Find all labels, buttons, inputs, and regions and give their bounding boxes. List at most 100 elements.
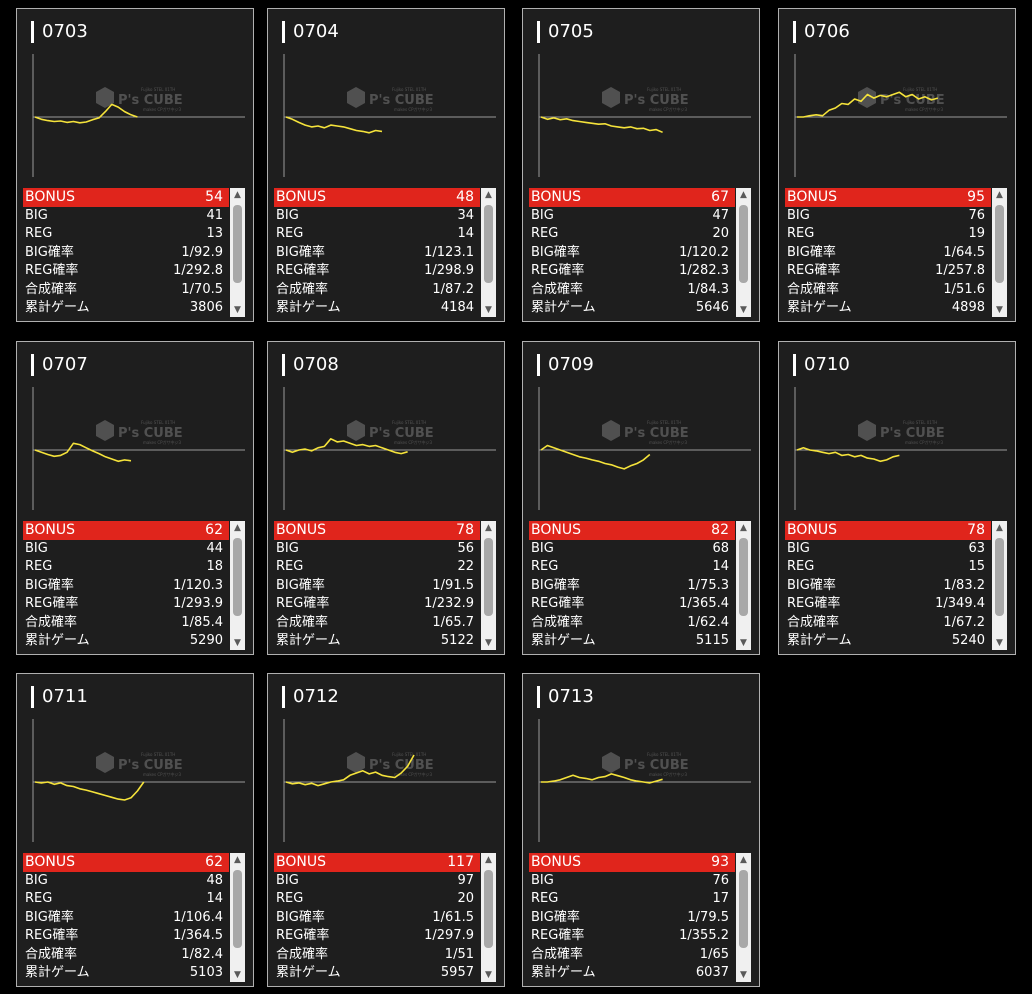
stat-value: 1/123.1 [424,244,474,260]
machine-card-0713[interactable]: 0713 P's CUBE Fujiko STEL 01TH makes CPガサ中ジ… [522,673,760,987]
stat-row-reg-rate: REG確率 1/349.4 [785,595,991,614]
scroll-thumb[interactable] [484,205,493,283]
machine-card-0709[interactable]: 0709 P's CUBE Fujiko STEL 01TH makes CPガサ中ジ… [522,341,760,655]
stat-value: 1/65 [699,946,729,962]
machine-card-0711[interactable]: 0711 P's CUBE Fujiko STEL 01TH makes CPガサ中ジ… [16,673,254,987]
stat-row-reg: REG 18 [23,558,229,577]
stat-label: BIG確率 [531,909,580,925]
stats-scrollbar[interactable]: ▲ ▼ [481,188,496,317]
scroll-thumb[interactable] [233,870,242,948]
scroll-down-icon[interactable]: ▼ [485,305,492,315]
scroll-thumb[interactable] [233,538,242,616]
stat-label: BONUS [531,854,581,870]
scroll-down-icon[interactable]: ▼ [996,638,1003,648]
watermark-top-line: Fujiko STEL 01TH [141,87,175,92]
scroll-up-icon[interactable]: ▲ [234,190,241,200]
stat-label: BIG [25,540,48,556]
scroll-down-icon[interactable]: ▼ [234,638,241,648]
machine-number: 0708 [282,354,339,376]
scroll-up-icon[interactable]: ▲ [996,523,1003,533]
scroll-up-icon[interactable]: ▲ [485,523,492,533]
stats-scrollbar[interactable]: ▲ ▼ [992,521,1007,650]
watermark-top-line: Fujiko STEL 01TH [647,752,681,757]
scroll-thumb[interactable] [995,205,1004,283]
stats-scrollbar[interactable]: ▲ ▼ [230,853,245,982]
stat-value: 1/61.5 [432,909,474,925]
scroll-thumb[interactable] [995,538,1004,616]
stats-scrollbar[interactable]: ▲ ▼ [230,188,245,317]
stat-row-big-rate: BIG確率 1/92.9 [23,244,229,263]
stat-label: REG確率 [276,928,330,943]
stats-scrollbar[interactable]: ▲ ▼ [992,188,1007,317]
machine-card-0712[interactable]: 0712 P's CUBE Fujiko STEL 01TH makes CPガサ中ジ… [267,673,505,987]
stats-scrollbar[interactable]: ▲ ▼ [481,853,496,982]
scroll-up-icon[interactable]: ▲ [740,190,747,200]
scroll-down-icon[interactable]: ▼ [485,638,492,648]
scroll-thumb[interactable] [739,870,748,948]
stat-value: 1/282.3 [679,263,729,278]
machine-card-0707[interactable]: 0707 P's CUBE Fujiko STEL 01TH makes CPガサ中ジ… [16,341,254,655]
stat-row-reg: REG 20 [529,225,735,244]
stat-value: 1/365.4 [679,596,729,611]
stat-label: 累計ゲーム [531,633,596,648]
scroll-thumb[interactable] [739,205,748,283]
machine-card-0704[interactable]: 0704 P's CUBE Fujiko STEL 01TH makes CPガサ中ジ… [267,8,505,322]
scroll-down-icon[interactable]: ▼ [740,305,747,315]
stat-row-bonus: BONUS 67 [529,188,735,207]
stats-table: BONUS 78 BIG 63 REG 15 BIG確率 1/83.2 REG確率 1/349.4… [785,521,991,651]
trend-line [285,754,415,787]
scroll-thumb[interactable] [739,538,748,616]
machine-card-0703[interactable]: 0703 P's CUBE Fujiko STEL 01TH makes CPガサ中ジ… [16,8,254,322]
scroll-down-icon[interactable]: ▼ [740,638,747,648]
watermark-logo-text: P's CUBE [624,426,689,441]
machine-card-0708[interactable]: 0708 P's CUBE Fujiko STEL 01TH makes CPガサ中ジ… [267,341,505,655]
scroll-up-icon[interactable]: ▲ [996,190,1003,200]
stat-label: BIG [531,540,554,556]
stat-row-combined-rate: 合成確率 1/51 [274,946,480,965]
trend-line [34,442,132,463]
scroll-thumb[interactable] [484,538,493,616]
machine-number: 0710 [793,354,850,376]
stat-label: 合成確率 [25,946,78,962]
stat-value: 14 [206,891,223,906]
scroll-up-icon[interactable]: ▲ [234,855,241,865]
scroll-up-icon[interactable]: ▲ [234,523,241,533]
watermark-logo-text: P's CUBE [880,93,945,108]
machine-card-0706[interactable]: 0706 P's CUBE Fujiko STEL 01TH makes CPガサ中ジ… [778,8,1016,322]
scroll-down-icon[interactable]: ▼ [234,305,241,315]
stats-scrollbar[interactable]: ▲ ▼ [736,853,751,982]
stats-scrollbar[interactable]: ▲ ▼ [736,521,751,650]
stat-value: 1/67.2 [943,614,985,630]
machine-card-0705[interactable]: 0705 P's CUBE Fujiko STEL 01TH makes CPガサ中ジ… [522,8,760,322]
scroll-thumb[interactable] [233,205,242,283]
scroll-down-icon[interactable]: ▼ [234,970,241,980]
scroll-up-icon[interactable]: ▲ [485,855,492,865]
stat-row-big-rate: BIG確率 1/61.5 [274,909,480,928]
stat-label: REG [531,559,559,574]
stat-label: 合成確率 [276,946,329,962]
scroll-up-icon[interactable]: ▲ [485,190,492,200]
machine-number: 0709 [537,354,594,376]
scroll-up-icon[interactable]: ▲ [740,523,747,533]
stat-label: 累計ゲーム [787,633,852,648]
stat-value: 6037 [695,965,729,980]
watermark-sub-line: makes CPガサ中ジ3 [394,106,433,112]
stats-scrollbar[interactable]: ▲ ▼ [736,188,751,317]
scroll-down-icon[interactable]: ▼ [996,305,1003,315]
scroll-thumb[interactable] [484,870,493,948]
scroll-down-icon[interactable]: ▼ [740,970,747,980]
stats-scrollbar[interactable]: ▲ ▼ [230,521,245,650]
stats-scrollbar[interactable]: ▲ ▼ [481,521,496,650]
stat-value: 68 [712,540,729,556]
stat-row-total-games: 累計ゲーム 5957 [274,964,480,983]
stat-value: 1/92.9 [181,244,223,260]
stat-label: REG確率 [531,928,585,943]
machine-card-0710[interactable]: 0710 P's CUBE Fujiko STEL 01TH makes CPガサ中ジ… [778,341,1016,655]
stat-value: 95 [967,189,985,205]
stat-row-big: BIG 34 [274,207,480,226]
scroll-down-icon[interactable]: ▼ [485,970,492,980]
stat-row-reg: REG 15 [785,558,991,577]
stat-value: 62 [205,522,223,538]
scroll-up-icon[interactable]: ▲ [740,855,747,865]
